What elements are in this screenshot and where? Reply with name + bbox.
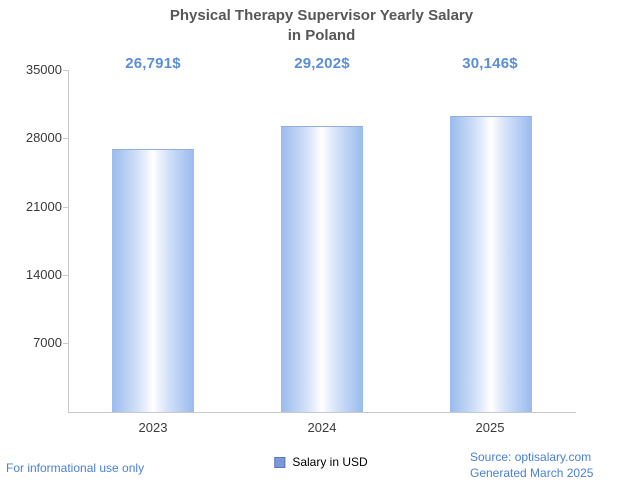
bar-value-label-2023: 26,791$: [125, 55, 181, 72]
y-axis-tick: [63, 343, 68, 344]
bar-2024: [281, 125, 363, 412]
chart-title: Physical Therapy Supervisor Yearly Salar…: [0, 6, 643, 45]
chart-title-line-2: in Poland: [287, 26, 356, 44]
source-info: Source: optisalary.com Generated March 2…: [470, 449, 593, 481]
source-text: Source: optisalary.com: [470, 450, 592, 464]
y-axis-tick: [63, 138, 68, 139]
y-axis-label-7000: 7000: [33, 335, 62, 350]
bar-value-label-2025: 30,146$: [462, 55, 518, 72]
y-axis-tick: [63, 275, 68, 276]
bar-2023: [112, 149, 194, 412]
plot-area: [68, 70, 576, 413]
legend-label: Salary in USD: [292, 455, 368, 469]
disclaimer-text: For informational use only: [6, 461, 145, 475]
legend-swatch-icon: [274, 456, 286, 468]
y-axis-tick: [63, 207, 68, 208]
bar-value-label-2024: 29,202$: [294, 55, 350, 72]
bar-2025: [450, 116, 532, 412]
y-axis-tick: [63, 70, 68, 71]
x-axis-label-2023: 2023: [138, 420, 168, 435]
generated-text: Generated March 2025: [470, 466, 594, 480]
legend: Salary in USD: [274, 455, 368, 469]
chart-title-line-1: Physical Therapy Supervisor Yearly Salar…: [169, 7, 474, 24]
y-axis-label-14000: 14000: [25, 267, 62, 282]
y-axis-label-21000: 21000: [25, 199, 62, 214]
x-axis-label-2024: 2024: [307, 420, 337, 435]
x-axis-label-2025: 2025: [475, 420, 505, 435]
y-axis-label-35000: 35000: [25, 62, 62, 77]
y-axis-label-28000: 28000: [25, 130, 62, 145]
